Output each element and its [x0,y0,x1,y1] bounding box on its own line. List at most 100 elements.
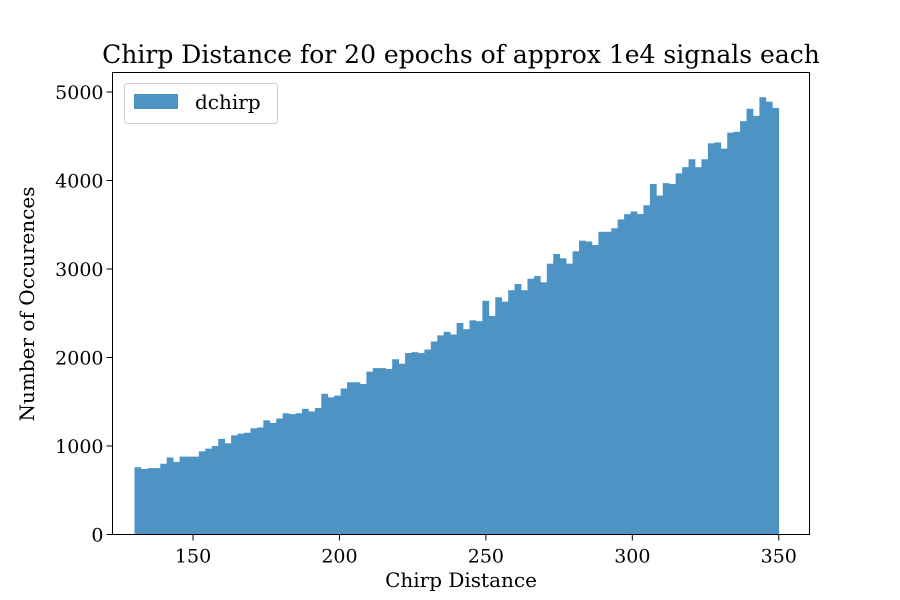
histogram-bar [521,290,528,535]
histogram-bar [372,368,380,535]
histogram-bar [598,231,606,535]
y-tick-label: 3000 [55,259,103,281]
histogram-bar [147,468,155,535]
histogram-bar [475,321,483,535]
y-axis-label: Number of Occurences [15,187,39,422]
histogram-bar [211,445,219,535]
histogram-bar [424,349,432,535]
legend-swatch-dchirp [134,94,178,109]
histogram-bar [417,353,425,535]
histogram-bar [649,184,657,535]
histogram-bar [450,334,457,535]
histogram-bar [682,167,689,535]
histogram-bar [198,451,206,535]
histogram-bar [727,132,734,535]
histogram-bar [604,231,612,535]
histogram-bar [714,142,722,535]
histogram-bar [572,251,580,535]
histogram-bar [186,456,193,535]
y-tick-label: 1000 [55,436,103,458]
histogram-bar [243,432,251,535]
histogram-bar [707,143,715,535]
histogram-bar [456,322,464,535]
histogram-bar [688,159,696,535]
x-tick-label: 300 [614,546,650,568]
histogram-bar [224,443,232,535]
histogram-bar [308,411,316,535]
histogram-bar [566,263,573,535]
histogram-bar [752,115,760,535]
y-tick-label: 0 [91,525,103,547]
histogram-bar [160,463,168,535]
legend-box [124,83,278,124]
x-tick-label: 350 [761,546,797,568]
histogram-bar [263,420,271,535]
histogram-bar [624,214,631,535]
chart-title: Chirp Distance for 20 epochs of approx 1… [102,40,820,69]
histogram-bar [591,245,599,535]
histogram-bar [385,368,393,535]
histogram-bar [134,467,142,535]
histogram-bar [643,205,651,535]
histogram-bar [772,107,780,535]
histogram-bar [289,414,296,535]
histogram-bar [546,263,554,535]
histogram-bar [611,228,619,535]
histogram-bar [359,384,367,535]
histogram-bar [488,315,496,535]
histogram-bar [153,468,161,535]
histogram-bar [630,211,638,535]
histogram-bar [366,371,374,535]
histogram-bar [282,413,290,535]
histogram-bar [765,101,773,535]
histogram-bar [694,167,702,535]
histogram-bar [443,331,451,535]
histogram-bar [656,195,664,535]
y-tick-label: 5000 [55,82,103,104]
histogram-bar [179,456,187,535]
histogram-bar [321,393,329,535]
histogram-bar [527,278,535,535]
histogram-bar [269,422,277,535]
histogram-bar [669,184,677,535]
histogram-bar [637,214,644,535]
x-tick-label: 200 [321,546,357,568]
histogram-bar [675,173,683,535]
histogram-bar [553,253,561,535]
histogram-bar [166,457,174,535]
histogram-bar [173,461,180,535]
histogram-bar [482,300,490,535]
histogram-bar [617,219,625,535]
histogram-bar [205,448,213,535]
histogram-bar [327,397,335,535]
histogram-bar [559,258,567,535]
histogram-bar [495,297,503,535]
histogram-bar [250,428,258,535]
histogram-bar [256,427,264,535]
histogram-bar [662,183,670,535]
y-axis-ticks: 0 1000 2000 3000 4000 5000 [55,82,113,547]
histogram-bar [392,359,399,535]
histogram-bar [733,131,741,535]
histogram-bar [411,352,419,535]
bar-group [134,97,780,535]
histogram-bar [192,456,200,535]
x-tick-label: 150 [175,546,211,568]
histogram-bar [218,438,226,535]
x-axis-ticks: 150 200 250 300 350 [175,534,797,568]
histogram-bar [579,240,586,535]
legend: dchirp [124,83,278,124]
y-tick-label: 4000 [55,170,103,192]
histogram-bar [585,241,593,535]
histogram-bar [295,413,303,535]
legend-label-dchirp: dchirp [195,90,261,114]
histogram-bar [276,418,283,535]
histogram-bar [701,159,709,535]
histogram-bar [334,395,341,535]
x-axis-label: Chirp Distance [385,568,537,592]
histogram-bar [398,363,406,535]
histogram-bar [237,433,245,535]
histogram-bar [746,108,754,535]
